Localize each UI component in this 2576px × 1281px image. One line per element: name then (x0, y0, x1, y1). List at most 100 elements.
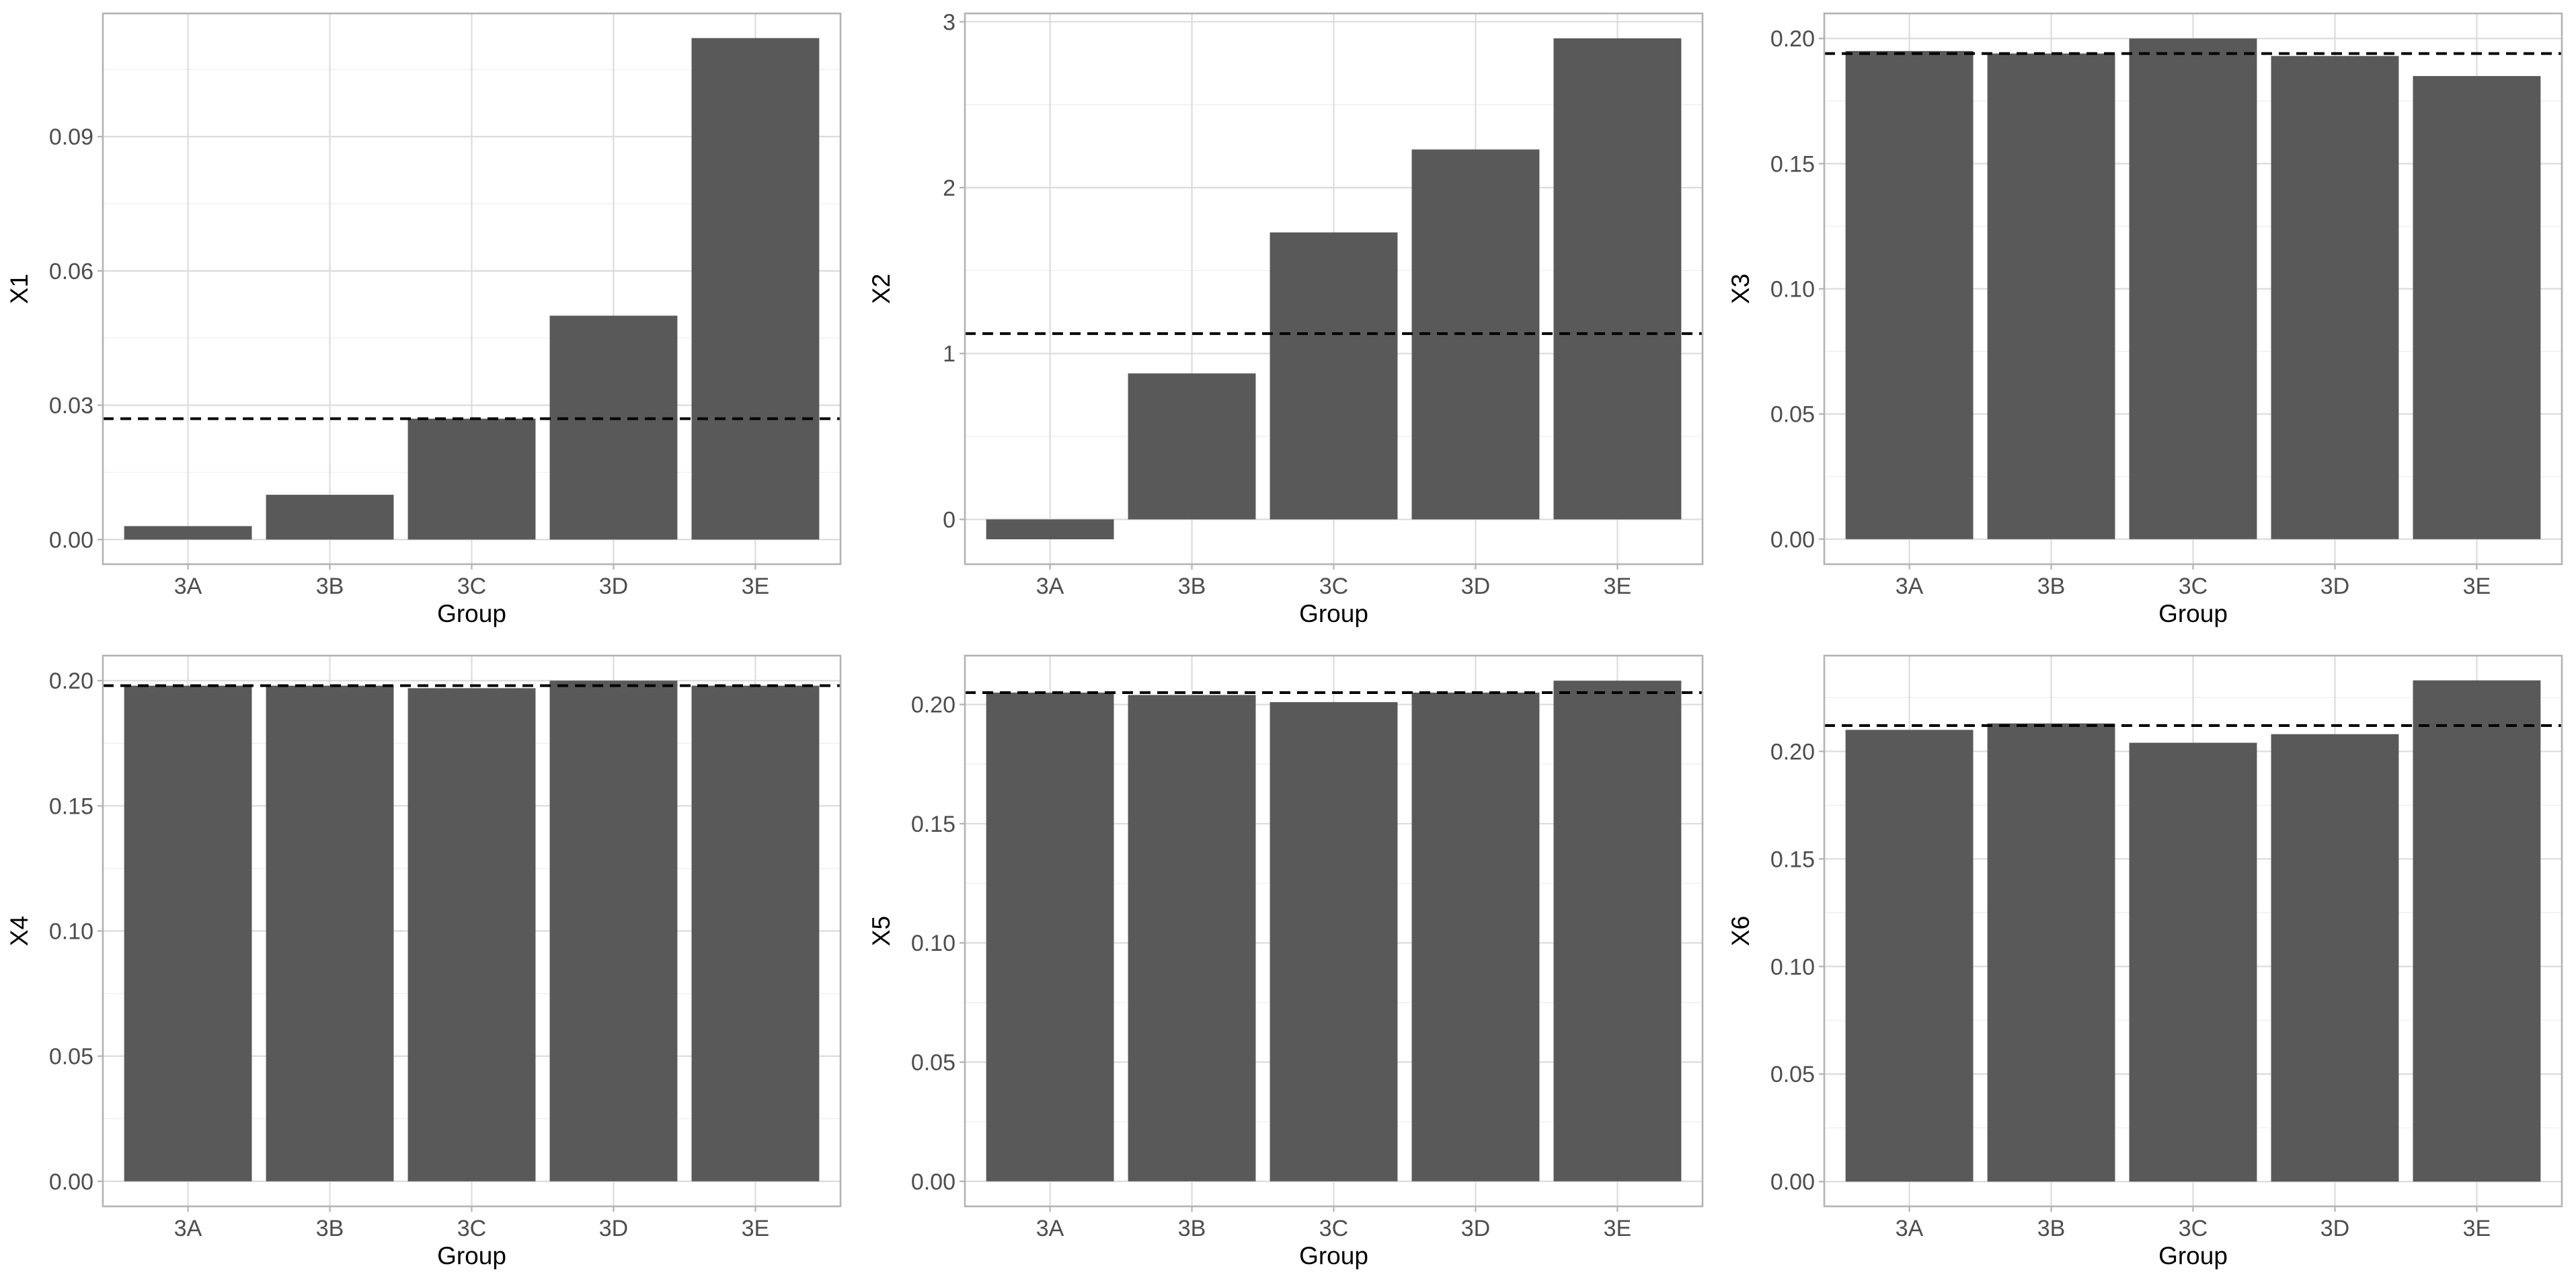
chart-panel-x2: 0 1 2 3 3A 3B 3C 3D 3E Group X2 (867, 9, 1704, 627)
bar-3e (1553, 681, 1682, 1181)
y-tick-label: 0.00 (911, 1169, 955, 1195)
x-tick-label: 3B (316, 574, 344, 599)
bar-3b (1128, 373, 1256, 520)
chart-panel-x6: 0.00 0.05 0.10 0.15 0.20 3A 3B 3C 3D 3E Group X6 (1727, 654, 2563, 1270)
x-tick-label: 3A (1036, 574, 1064, 599)
bar-3a (986, 692, 1114, 1181)
x-axis-title: Group (437, 1242, 506, 1270)
y-tick-label: 3 (943, 9, 955, 35)
x-axis-title: Group (437, 600, 506, 627)
chart-panel-x3: 0.00 0.05 0.10 0.15 0.20 3A 3B 3C 3D 3E Group X3 (1727, 12, 2563, 627)
x-tick-label: 3A (1036, 1216, 1064, 1241)
y-tick-label: 0.09 (49, 124, 93, 150)
x-tick-label: 3B (1178, 574, 1206, 599)
bar-3d (549, 681, 678, 1181)
bar-3c (2129, 38, 2257, 539)
x-axis-title: Group (1299, 600, 1368, 627)
y-tick-label: 0.00 (49, 1169, 93, 1195)
chart-panel-x5: 0.00 0.05 0.10 0.15 0.20 3A 3B 3C 3D 3E Group X5 (867, 654, 1704, 1270)
y-tick-label: 0.15 (49, 793, 93, 819)
y-tick-label: 0.05 (1770, 402, 1815, 428)
y-tick-label: 0.03 (49, 393, 93, 419)
y-tick-label: 0.10 (1770, 277, 1815, 303)
x-axis-title: Group (2158, 1242, 2228, 1270)
x-tick-label: 3C (457, 574, 486, 599)
bar-3d (2271, 734, 2399, 1182)
bar-3a (1845, 730, 1974, 1182)
bar-3c (1270, 702, 1398, 1181)
y-tick-label: 0.20 (1770, 26, 1815, 52)
bar-3e (2413, 76, 2541, 539)
y-tick-label: 0.10 (49, 919, 93, 945)
x-tick-label: 3E (2463, 1216, 2491, 1241)
bar-3a (124, 526, 252, 540)
bar-3b (1987, 53, 2115, 539)
x-tick-label: 3B (316, 1216, 344, 1241)
x-tick-label: 3B (1178, 1216, 1206, 1241)
x-tick-label: 3D (599, 574, 628, 599)
x-tick-label: 3E (1604, 574, 1632, 599)
x-tick-label: 3D (2320, 1216, 2349, 1241)
y-tick-label: 2 (943, 176, 955, 201)
x-tick-label: 3D (1461, 1216, 1490, 1241)
x-tick-label: 3E (742, 574, 770, 599)
x-axis-title: Group (1299, 1242, 1368, 1270)
x-tick-label: 3A (174, 574, 202, 599)
y-tick-label: 0.20 (911, 693, 955, 718)
y-tick-label: 1 (943, 342, 955, 367)
x-tick-label: 3D (1461, 574, 1490, 599)
bar-3d (549, 315, 678, 540)
y-tick-label: 0.05 (49, 1044, 93, 1070)
y-axis-title: X4 (5, 916, 33, 946)
x-tick-label: 3B (2037, 1216, 2066, 1241)
x-axis-title: Group (2158, 600, 2228, 627)
bar-3b (266, 685, 394, 1181)
x-tick-label: 3B (2037, 574, 2066, 599)
x-tick-label: 3D (599, 1216, 628, 1241)
y-tick-label: 0.05 (911, 1050, 955, 1076)
x-tick-label: 3C (1319, 1216, 1348, 1241)
x-tick-label: 3A (174, 1216, 202, 1241)
bar-3e (1553, 38, 1682, 520)
bar-3c (1270, 232, 1398, 520)
y-tick-label: 0.05 (1770, 1062, 1815, 1087)
x-tick-label: 3D (2320, 574, 2349, 599)
y-tick-label: 0.00 (1770, 1169, 1815, 1195)
y-tick-label: 0.20 (1770, 739, 1815, 765)
bar-3a (124, 685, 252, 1181)
x-tick-label: 3C (457, 1216, 486, 1241)
y-axis-title: X2 (867, 274, 895, 304)
y-tick-label: 0.00 (49, 527, 93, 553)
x-tick-label: 3A (1896, 1216, 1924, 1241)
x-tick-label: 3E (742, 1216, 770, 1241)
bar-3b (1987, 723, 2115, 1182)
y-tick-label: 0.10 (911, 931, 955, 956)
bar-3c (407, 688, 536, 1181)
x-tick-label: 3A (1896, 574, 1924, 599)
bar-3e (2413, 680, 2541, 1182)
x-tick-label: 3C (2179, 1216, 2208, 1241)
y-tick-label: 0.15 (911, 812, 955, 837)
y-tick-label: 0.20 (49, 668, 93, 694)
bar-3d (1411, 692, 1540, 1181)
chart-panel-x4: 0.00 0.05 0.10 0.15 0.20 3A 3B 3C 3D 3E Group X4 (5, 654, 842, 1270)
x-tick-label: 3E (2463, 574, 2491, 599)
bar-3c (407, 418, 536, 540)
bar-3c (2129, 742, 2257, 1182)
y-axis-title: X3 (1727, 274, 1754, 304)
bar-3a (986, 519, 1114, 539)
x-tick-label: 3C (2179, 574, 2208, 599)
bar-3d (2271, 56, 2399, 539)
y-tick-label: 0 (943, 507, 955, 533)
y-tick-label: 0.00 (1770, 527, 1815, 553)
bar-3b (266, 494, 394, 540)
y-axis-title: X6 (1727, 916, 1754, 946)
bar-3a (1845, 50, 1974, 539)
y-tick-label: 0.06 (49, 259, 93, 284)
bar-3e (691, 685, 820, 1181)
y-tick-label: 0.10 (1770, 954, 1815, 980)
y-axis-title: X1 (5, 274, 33, 304)
y-tick-label: 0.15 (1770, 847, 1815, 872)
x-tick-label: 3C (1319, 574, 1348, 599)
